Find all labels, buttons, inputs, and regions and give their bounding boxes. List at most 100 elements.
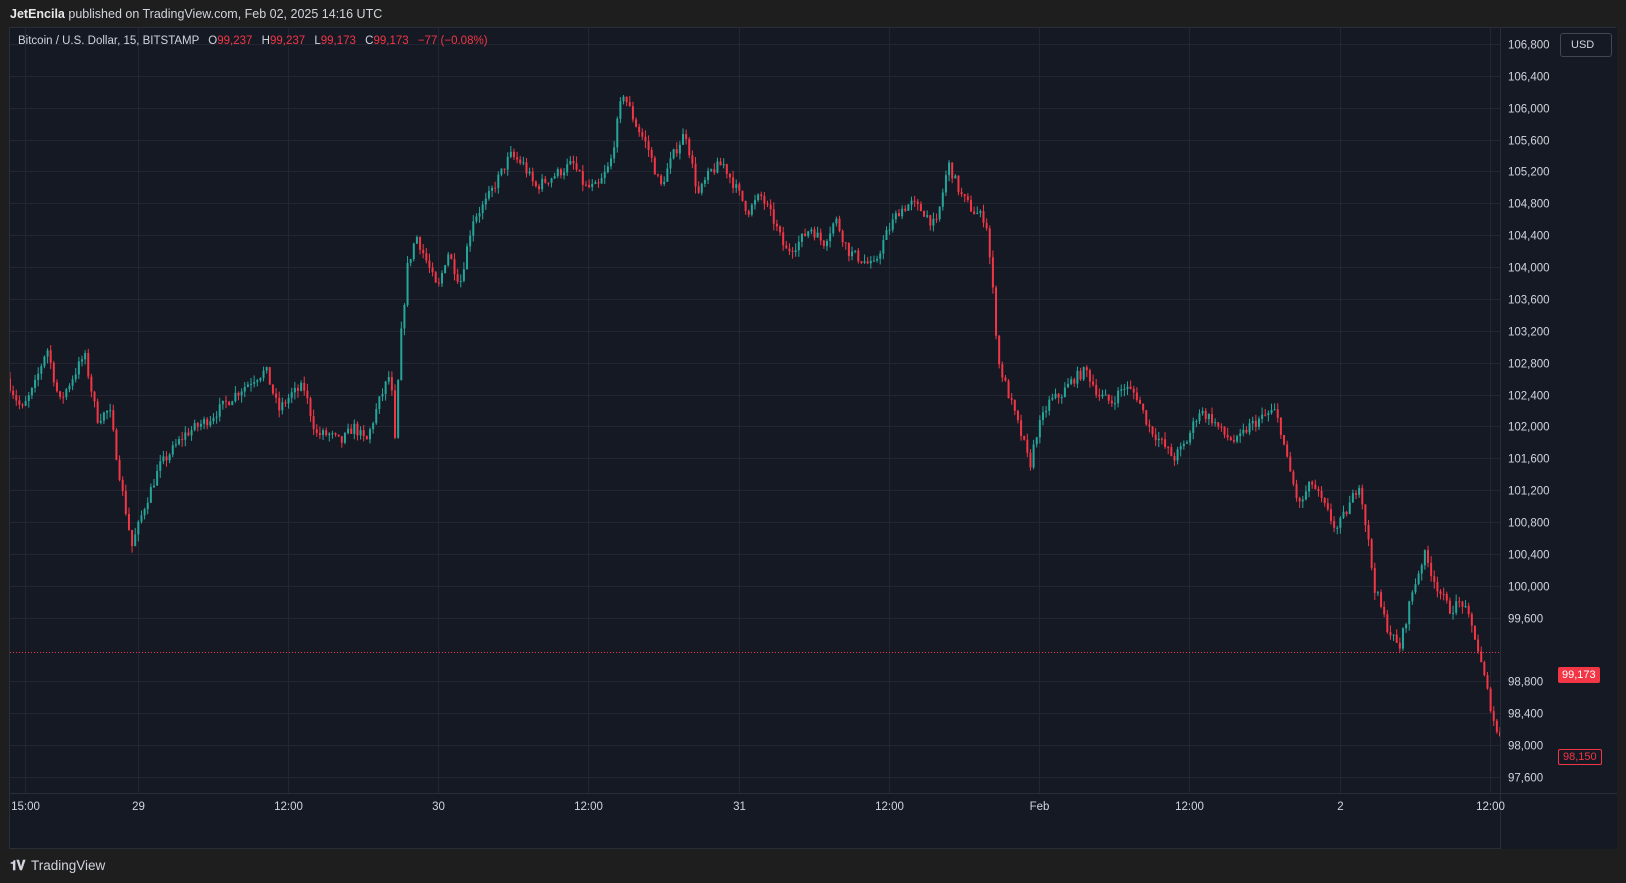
candle-body [1085,367,1088,371]
candle-body [1392,634,1395,636]
candle-body [65,389,68,398]
x-tick-label: 2 [1337,801,1343,813]
candle-body [1067,383,1070,388]
candle-body [52,362,55,383]
candle-body [1201,410,1204,414]
candle-body [1420,565,1423,574]
candle-body [663,181,666,184]
candle-body [1289,456,1292,472]
candle-body [1395,634,1398,643]
candle-body [1267,413,1270,416]
candle-body [1367,525,1370,540]
author-name[interactable]: JetEncila [10,7,65,21]
candle-body [901,208,904,217]
candle-body [1380,592,1383,607]
price-axis: 97,600 98,000 98,400 98,800 99,600 100,000 100… [1500,28,1617,850]
candle-body [12,390,15,396]
symbol-legend: Bitcoin / U.S. Dollar, 15, BITSTAMP O99,… [18,35,488,47]
candle-body [888,229,891,231]
candle-body [1179,446,1182,450]
candle-body [412,243,415,260]
candle-body [625,96,628,103]
candle-body [982,211,985,223]
candle-body [766,203,769,205]
candle-body [347,428,350,434]
candle-body [769,204,772,210]
candle-body [1239,433,1242,437]
candle-body [193,423,196,431]
brand-name: TradingView [30,858,106,873]
candle-body [87,353,90,377]
candle-body [431,267,434,273]
currency-button[interactable]: USD [1560,33,1612,57]
symbol-name[interactable]: Bitcoin / U.S. Dollar, 15, BITSTAMP [18,35,200,47]
y-tick-label: 100,000 [1508,582,1550,594]
candle-body [948,162,951,176]
candle-body [1358,487,1361,495]
candle-body [209,421,212,426]
candle-body [1054,393,1057,398]
candle-body [1370,539,1373,568]
candle-body [1157,438,1160,441]
candle-body [882,239,885,254]
y-tick-label: 101,600 [1508,454,1550,466]
candle-body [528,171,531,174]
candle-body [691,155,694,164]
candle-body [1029,452,1032,468]
candle-body [616,118,619,148]
candle-body [1032,444,1035,468]
candle-body [1323,498,1326,504]
candle-body [243,386,246,392]
tradingview-logo[interactable]: 𝟏𝐕 TradingView [10,858,105,874]
candle-body [503,168,506,170]
candle-body [1048,399,1051,411]
candle-body [331,433,334,435]
candle-body [866,261,869,264]
candle-body [152,485,155,488]
candle-body [538,186,541,190]
candle-body [1088,370,1091,382]
candlestick-chart[interactable]: 97,600 98,000 98,400 98,800 99,600 100,000 100… [10,28,1617,850]
candle-body [1060,396,1063,398]
candle-body [591,183,594,187]
candle-body [707,170,710,180]
candle-body [444,265,447,274]
candle-body [1189,432,1192,443]
candle-body [1317,488,1320,491]
candle-body [1226,434,1229,438]
candle-body [816,232,819,238]
candle-body [381,394,384,397]
chart-panel[interactable]: 97,600 98,000 98,400 98,800 99,600 100,000 100… [9,27,1617,850]
candle-body [581,171,584,185]
y-tick-label: 101,200 [1508,486,1550,498]
candle-body [1411,592,1414,602]
y-tick-label: 98,800 [1508,677,1543,689]
y-tick-label: 102,000 [1508,422,1550,434]
candle-body [819,232,822,241]
change-value: −77 (−0.08%) [417,35,488,47]
candle-body [293,387,296,393]
candle-body [143,509,146,516]
candle-body [966,196,969,200]
candle-body [957,175,960,193]
candle-body [30,387,33,396]
candle-body [1211,414,1214,424]
candle-body [425,253,428,261]
candle-body [1164,439,1167,448]
candle-body [1010,398,1013,400]
candle-body [190,430,193,436]
candle-body [1464,605,1467,607]
candle-body [638,126,641,133]
candle-body [77,361,80,375]
candle-body [622,96,625,102]
candle-body [49,350,52,363]
candle-body [1110,400,1113,404]
candle-body [563,172,566,176]
candle-body [969,199,972,212]
candle-body [265,367,268,371]
candle-body [1286,444,1289,457]
y-tick-label: 105,600 [1508,136,1550,148]
candle-body [973,211,976,215]
candle-body [1057,393,1060,398]
candle-body [68,385,71,390]
